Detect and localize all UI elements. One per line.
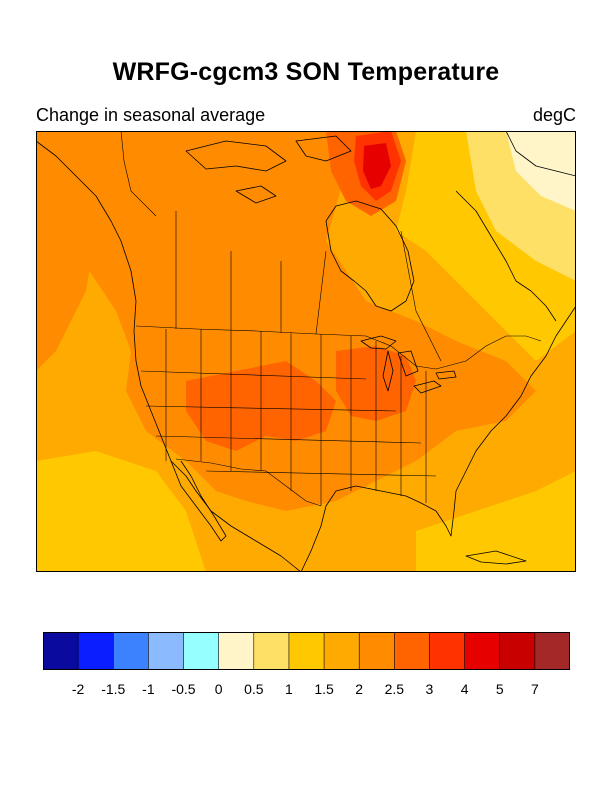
colorbar-swatch	[148, 632, 184, 670]
colorbar-tick-label: 1.5	[314, 681, 334, 697]
temperature-change-map	[36, 131, 576, 572]
colorbar-swatch	[394, 632, 430, 670]
colorbar-swatch	[253, 632, 290, 670]
colorbar-tick-label: 0.5	[244, 681, 264, 697]
colorbar-swatch	[113, 632, 149, 670]
lake-huron	[397, 350, 419, 377]
colorbar-tick-label: -1	[142, 681, 155, 697]
colorbar-tick-label: -2	[71, 681, 85, 697]
field-warm-west	[36, 131, 136, 371]
atlantic-canada-coast	[555, 305, 576, 337]
hudson-bay	[325, 200, 415, 312]
baja-peninsula	[170, 460, 227, 542]
colorbar-tick-label: 2.5	[384, 681, 405, 697]
colorbar-swatch	[359, 632, 395, 670]
field-hottest-core	[363, 143, 391, 189]
colorbar-tick-label: 1	[285, 681, 293, 697]
us-state-lines	[140, 329, 437, 506]
colorbar-tick-label: 4	[460, 681, 469, 697]
cuba	[465, 550, 527, 565]
colorbar-swatch	[288, 632, 325, 670]
field-mild-gulf	[416, 471, 576, 572]
colorbar-tick-label: 3	[425, 681, 434, 697]
alaska-border	[120, 131, 157, 217]
colorbar-tick-label: 7	[530, 681, 539, 697]
plot-title: WRFG-cgcm3 SON Temperature	[112, 58, 500, 86]
units-label: degC	[532, 105, 576, 125]
lake-erie	[413, 380, 442, 394]
canada-province-lines	[175, 211, 442, 362]
labrador-coast	[455, 190, 557, 322]
political-borders	[120, 131, 542, 507]
field-coolest-greenland	[506, 131, 576, 211]
colorbar-swatch	[534, 632, 570, 670]
colorbar-tick-label: 5	[495, 681, 504, 697]
colorbar-tick-label: 2	[355, 681, 364, 697]
colorbar-swatch	[78, 632, 114, 670]
coastlines	[36, 131, 576, 572]
pacific-coastline	[36, 140, 302, 572]
colorbar-swatch	[218, 632, 255, 670]
plot-subtitle: Change in seasonal average	[36, 105, 266, 125]
colorbar-tick-label: -0.5	[171, 681, 196, 697]
lake-superior	[360, 335, 397, 350]
field-mild-pacific	[36, 451, 206, 572]
us-canada-border	[135, 325, 542, 370]
colorbar	[43, 632, 570, 670]
colorbar-tick-label: -1.5	[101, 681, 126, 697]
temperature-field	[36, 131, 576, 572]
lake-michigan	[382, 350, 394, 392]
field-warm-interior	[36, 131, 536, 511]
colorbar-tick-label: 0	[214, 681, 223, 697]
map-frame	[36, 131, 576, 572]
colorbar-frame	[43, 632, 570, 670]
colorbar-swatch	[499, 632, 536, 670]
gulf-coastline	[300, 335, 557, 572]
greenland-coast	[505, 131, 576, 177]
us-mexico-border	[175, 458, 322, 507]
colorbar-swatch	[43, 632, 79, 670]
colorbar-swatch	[183, 632, 219, 670]
lake-ontario	[435, 370, 457, 380]
colorbar-swatch	[464, 632, 501, 670]
arctic-islands	[185, 135, 352, 204]
colorbar-swatch	[429, 632, 465, 670]
colorbar-swatch	[324, 632, 360, 670]
